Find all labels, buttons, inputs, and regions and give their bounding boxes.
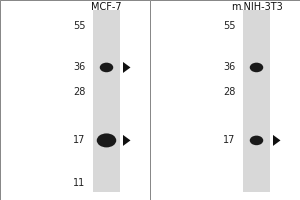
Bar	[93, 10, 120, 192]
Text: 11: 11	[73, 178, 86, 188]
Ellipse shape	[97, 133, 116, 147]
Text: 28: 28	[223, 87, 236, 97]
Text: 28: 28	[73, 87, 86, 97]
Polygon shape	[123, 135, 130, 146]
Text: m.NIH-3T3: m.NIH-3T3	[231, 2, 282, 12]
Bar	[243, 10, 270, 192]
Polygon shape	[273, 135, 280, 146]
Text: MCF-7: MCF-7	[91, 2, 122, 12]
Polygon shape	[123, 62, 130, 73]
Ellipse shape	[100, 63, 113, 72]
Text: 55: 55	[223, 21, 236, 31]
Text: 36: 36	[73, 62, 86, 72]
Text: 55: 55	[73, 21, 85, 31]
Text: 17: 17	[223, 135, 236, 145]
Ellipse shape	[250, 63, 263, 72]
Text: 17: 17	[73, 135, 86, 145]
Ellipse shape	[250, 136, 263, 145]
Text: 36: 36	[223, 62, 236, 72]
